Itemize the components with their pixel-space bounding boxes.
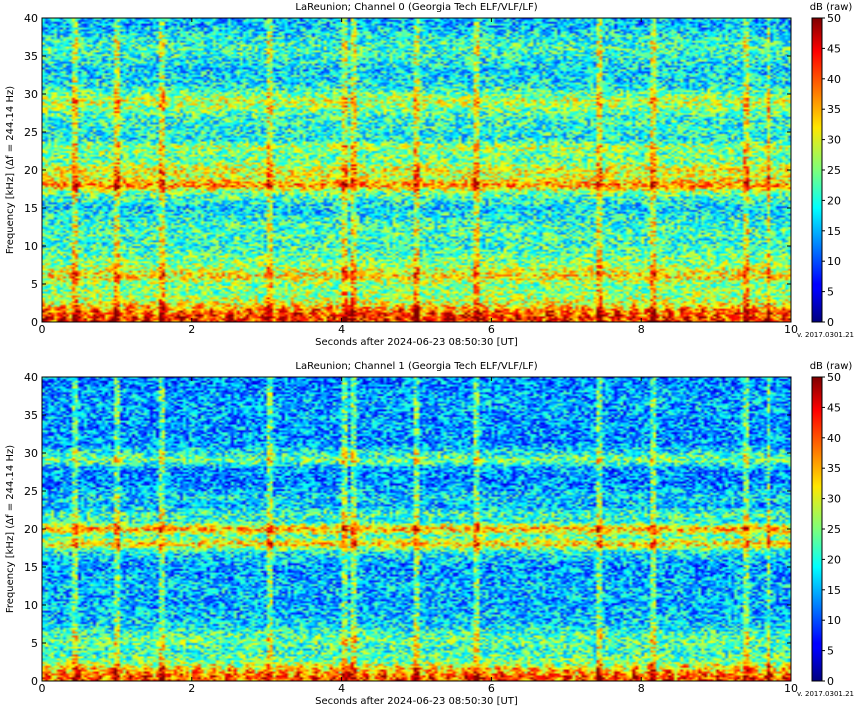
chart-title: LaReunion; Channel 1 (Georgia Tech ELF/V… <box>295 361 537 372</box>
y-tick-label: 0 <box>31 316 38 329</box>
x-tick-label: 6 <box>488 323 495 336</box>
version-label: v. 2017.0301.21 <box>797 331 854 339</box>
colorbar-tick-label: 10 <box>827 255 841 268</box>
colorbar-tick-label: 25 <box>827 164 841 177</box>
colorbar-tick-label: 50 <box>827 12 841 25</box>
y-axis-label: Frequency [kHz] (Δf = 244.14 Hz) <box>5 445 16 613</box>
y-tick-label: 30 <box>24 88 38 101</box>
colorbar-tick-label: 15 <box>827 225 841 238</box>
y-tick-label: 5 <box>31 637 38 650</box>
colorbar-tick-label: 15 <box>827 584 841 597</box>
colorbar <box>811 17 823 323</box>
version-label: v. 2017.0301.21 <box>797 690 854 698</box>
y-tick-label: 10 <box>24 240 38 253</box>
spectrogram-heatmap <box>42 18 791 322</box>
x-tick-label: 8 <box>638 682 645 695</box>
y-tick-label: 25 <box>24 126 38 139</box>
colorbar-tick-label: 10 <box>827 614 841 627</box>
x-tick-label: 4 <box>338 323 345 336</box>
chart-title: LaReunion; Channel 0 (Georgia Tech ELF/V… <box>295 2 537 13</box>
colorbar-tick-label: 40 <box>827 432 841 445</box>
colorbar-tick-label: 20 <box>827 194 841 207</box>
x-tick-label: 6 <box>488 682 495 695</box>
colorbar-tick-label: 25 <box>827 523 841 536</box>
y-tick-label: 15 <box>24 561 38 574</box>
y-tick-label: 30 <box>24 447 38 460</box>
y-tick-label: 25 <box>24 485 38 498</box>
colorbar-tick-label: 45 <box>827 401 841 414</box>
colorbar-label: dB (raw) <box>810 2 853 13</box>
colorbar-tick-label: 0 <box>827 316 834 329</box>
colorbar-tick-label: 30 <box>827 493 841 506</box>
x-tick-label: 2 <box>188 323 195 336</box>
x-tick-label: 10 <box>784 682 798 695</box>
x-tick-label: 4 <box>338 682 345 695</box>
y-tick-label: 35 <box>24 50 38 63</box>
x-axis-label: Seconds after 2024-06-23 08:50:30 [UT] <box>315 696 518 707</box>
colorbar-tick-label: 35 <box>827 103 841 116</box>
channel-0-spectrogram: LaReunion; Channel 0 (Georgia Tech ELF/V… <box>5 2 854 348</box>
spectrogram-heatmap <box>42 377 791 681</box>
x-tick-label: 0 <box>39 682 46 695</box>
colorbar-tick-label: 30 <box>827 134 841 147</box>
y-tick-label: 20 <box>24 523 38 536</box>
y-tick-label: 5 <box>31 278 38 291</box>
colorbar-tick-label: 0 <box>827 675 834 688</box>
x-tick-label: 10 <box>784 323 798 336</box>
y-tick-label: 35 <box>24 409 38 422</box>
colorbar-tick-label: 50 <box>827 371 841 384</box>
colorbar-label: dB (raw) <box>810 361 853 372</box>
colorbar-tick-label: 5 <box>827 286 834 299</box>
y-tick-label: 15 <box>24 202 38 215</box>
y-tick-label: 20 <box>24 164 38 177</box>
colorbar-tick-label: 35 <box>827 462 841 475</box>
y-tick-label: 40 <box>24 12 38 25</box>
y-tick-label: 10 <box>24 599 38 612</box>
x-tick-label: 2 <box>188 682 195 695</box>
channel-1-spectrogram: LaReunion; Channel 1 (Georgia Tech ELF/V… <box>5 361 854 707</box>
colorbar-tick-label: 20 <box>827 553 841 566</box>
y-tick-label: 40 <box>24 371 38 384</box>
x-tick-label: 8 <box>638 323 645 336</box>
y-tick-label: 0 <box>31 675 38 688</box>
colorbar <box>811 376 823 682</box>
colorbar-tick-label: 40 <box>827 73 841 86</box>
colorbar-tick-label: 5 <box>827 645 834 658</box>
colorbar-tick-label: 45 <box>827 42 841 55</box>
x-axis-label: Seconds after 2024-06-23 08:50:30 [UT] <box>315 337 518 348</box>
y-axis-label: Frequency [kHz] (Δf = 244.14 Hz) <box>5 86 16 254</box>
x-tick-label: 0 <box>39 323 46 336</box>
